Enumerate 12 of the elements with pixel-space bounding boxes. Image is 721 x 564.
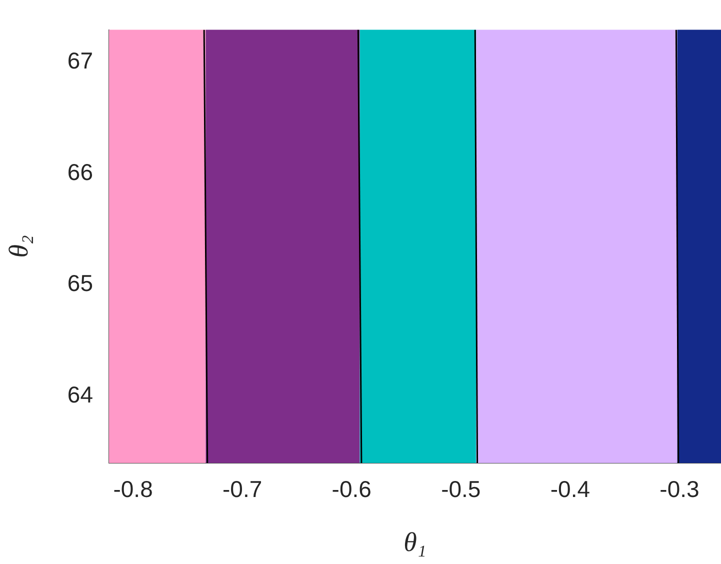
y-tick-label: 64 [67,382,94,408]
x-axis-title: θ₁ [404,526,426,557]
x-tick-label: -0.8 [113,476,153,502]
x-tick-label: -0.4 [550,476,590,502]
y-axis-title: θ₂ [3,235,34,258]
x-tick-label: -0.5 [441,476,481,502]
y-tick-label: 67 [67,47,93,74]
y-tick-label: 65 [67,270,93,296]
x-tick-label: -0.3 [660,476,700,502]
x-tick-label: -0.6 [332,476,372,502]
y-tick-label: 66 [67,158,93,185]
x-tick-label: -0.7 [222,476,262,502]
